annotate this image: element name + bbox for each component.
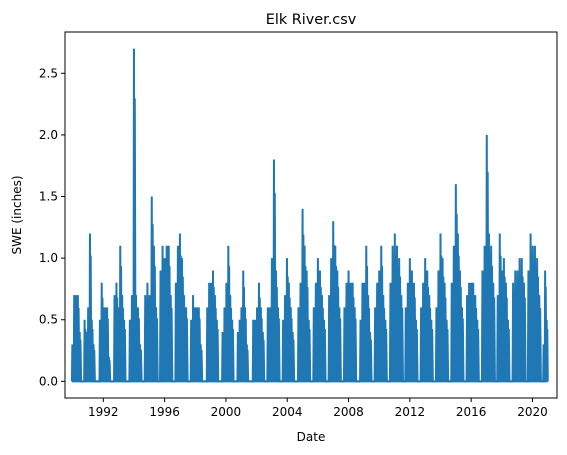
chart-title: Elk River.csv	[266, 12, 357, 28]
y-tick-label: 0.5	[39, 313, 58, 327]
swe-series-line	[70, 48, 549, 383]
x-axis-label: Date	[297, 430, 326, 444]
x-tick-label: 2016	[456, 405, 487, 419]
y-axis-ticks: 0.0 0.5 1.0 1.5 2.0 2.5	[39, 66, 65, 388]
y-tick-label: 0.0	[39, 374, 58, 388]
axes-frame	[64, 31, 558, 399]
x-tick-label: 2008	[333, 405, 364, 419]
x-tick-label: 2000	[211, 405, 242, 419]
x-axis-ticks: 1992 1996 2000 2004 2008 2012 2016 2020	[88, 398, 548, 419]
x-tick-label: 2012	[395, 405, 426, 419]
x-tick-label: 1996	[149, 405, 180, 419]
x-tick-label: 1992	[88, 405, 119, 419]
y-tick-label: 2.5	[39, 66, 58, 80]
y-tick-label: 1.5	[39, 190, 58, 204]
y-axis-label: SWE (inches)	[10, 175, 24, 254]
y-tick-label: 1.0	[39, 251, 58, 265]
x-tick-label: 2004	[272, 405, 303, 419]
plot-area	[70, 48, 549, 383]
x-tick-label: 2020	[517, 405, 548, 419]
y-tick-label: 2.0	[39, 128, 58, 142]
